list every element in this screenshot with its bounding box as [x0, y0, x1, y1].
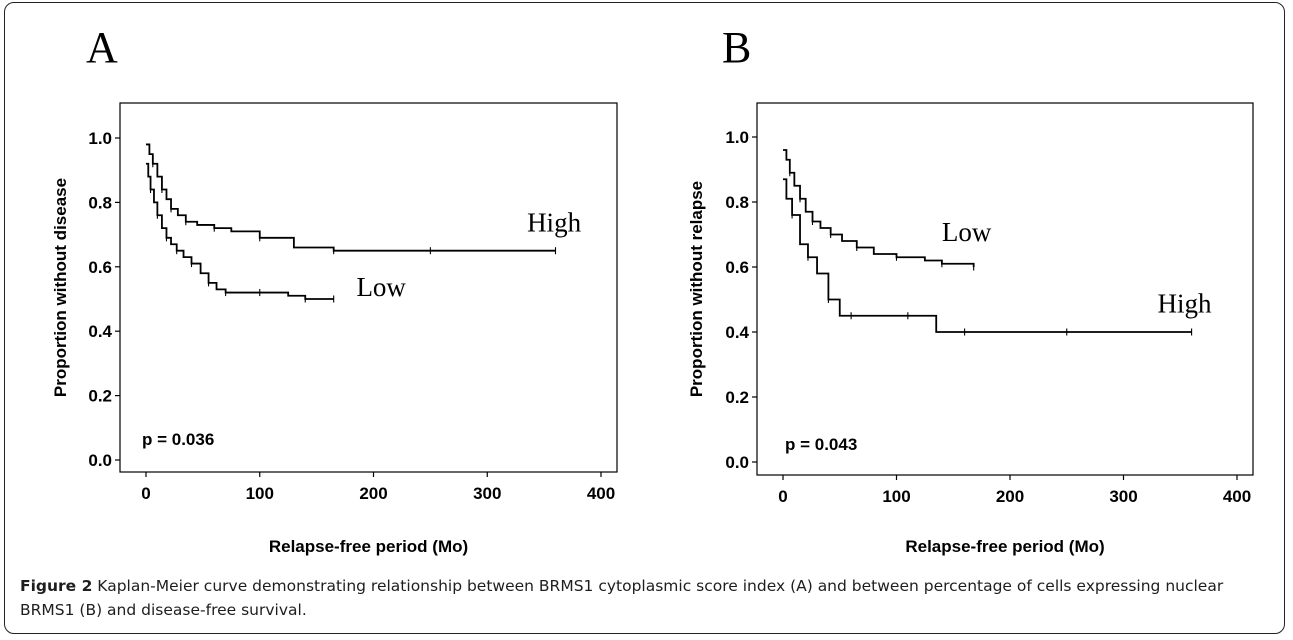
panel-a: A 0.0 0.2 0.4 0.6 0.8 1.0 0 100 200 300 400 Relapse… — [51, 23, 618, 556]
panel-a-chart: 0.0 0.2 0.4 0.6 0.8 1.0 0 100 200 300 400 Relapse-f… — [51, 102, 618, 556]
panel-a-curve-low — [146, 162, 334, 300]
panel-b-y-tick-label: 1.0 — [725, 128, 749, 147]
panel-b-plot-area — [756, 102, 1254, 476]
panel-a-y-axis-label: Proportion without disease — [51, 178, 70, 397]
panel-a-p-value: p = 0.036 — [142, 430, 214, 449]
panel-b-curve-low — [783, 149, 975, 267]
panel-a-x-axis-label: Relapse-free period (Mo) — [269, 537, 468, 556]
panel-a-x-tick-label: 0 — [141, 484, 150, 503]
panel-b-y-tick-label: 0.0 — [725, 453, 749, 472]
caption-text: Kaplan-Meier curve demonstrating relatio… — [20, 577, 1224, 619]
panel-b-curve-high — [783, 178, 1192, 333]
panel-a-y-tick-label: 0.8 — [88, 193, 112, 212]
panel-a-x-tick-label: 100 — [246, 484, 274, 503]
panel-a-x-tick-label: 400 — [587, 484, 615, 503]
panel-a-curve-high — [146, 143, 556, 252]
panel-a-plot-area — [119, 102, 618, 473]
panel-b-y-tick-label: 0.6 — [725, 258, 749, 277]
panel-a-y-tick-label: 1.0 — [88, 129, 112, 148]
panel-a-letter: A — [86, 23, 118, 72]
panel-a-label-low: Low — [356, 272, 406, 302]
panel-a-label-high: High — [527, 207, 582, 237]
panel-a-y-tick-label: 0.4 — [88, 322, 112, 341]
panel-a-y-tick-label: 0.6 — [88, 258, 112, 277]
panel-a-y-tick-label: 0.2 — [88, 387, 112, 406]
figure-frame — [4, 2, 1285, 634]
caption-label: Figure 2 — [20, 577, 93, 595]
panel-b-y-tick-label: 0.8 — [725, 193, 749, 212]
panel-a-y-tick-label: 0.0 — [88, 451, 112, 470]
panel-b-x-tick-label: 400 — [1223, 487, 1251, 506]
panel-b-x-tick-label: 200 — [996, 487, 1024, 506]
panel-a-x-tick-label: 300 — [473, 484, 501, 503]
figure-caption: Figure 2 Kaplan-Meier curve demonstratin… — [20, 574, 1275, 622]
panel-a-x-tick-label: 200 — [359, 484, 387, 503]
panel-b-x-tick-label: 100 — [882, 487, 910, 506]
panel-b-x-tick-label: 300 — [1109, 487, 1137, 506]
panel-b-letter: B — [722, 23, 751, 72]
panel-b-x-tick-label: 0 — [778, 487, 787, 506]
panel-b-y-tick-label: 0.2 — [725, 388, 749, 407]
panel-b-label-low: Low — [942, 217, 992, 247]
panel-b-x-axis-label: Relapse-free period (Mo) — [905, 537, 1104, 556]
panel-b-chart: 0.0 0.2 0.4 0.6 0.8 1.0 0 100 200 300 400 Relapse-f… — [687, 102, 1254, 556]
panel-b-p-value: p = 0.043 — [785, 435, 857, 454]
panel-b: B 0.0 0.2 0.4 0.6 0.8 1.0 0 100 200 300 400 Relapse… — [687, 23, 1254, 556]
panel-b-y-tick-label: 0.4 — [725, 323, 749, 342]
panel-b-y-axis-label: Proportion without relapse — [687, 181, 706, 397]
panel-b-label-high: High — [1158, 289, 1213, 319]
